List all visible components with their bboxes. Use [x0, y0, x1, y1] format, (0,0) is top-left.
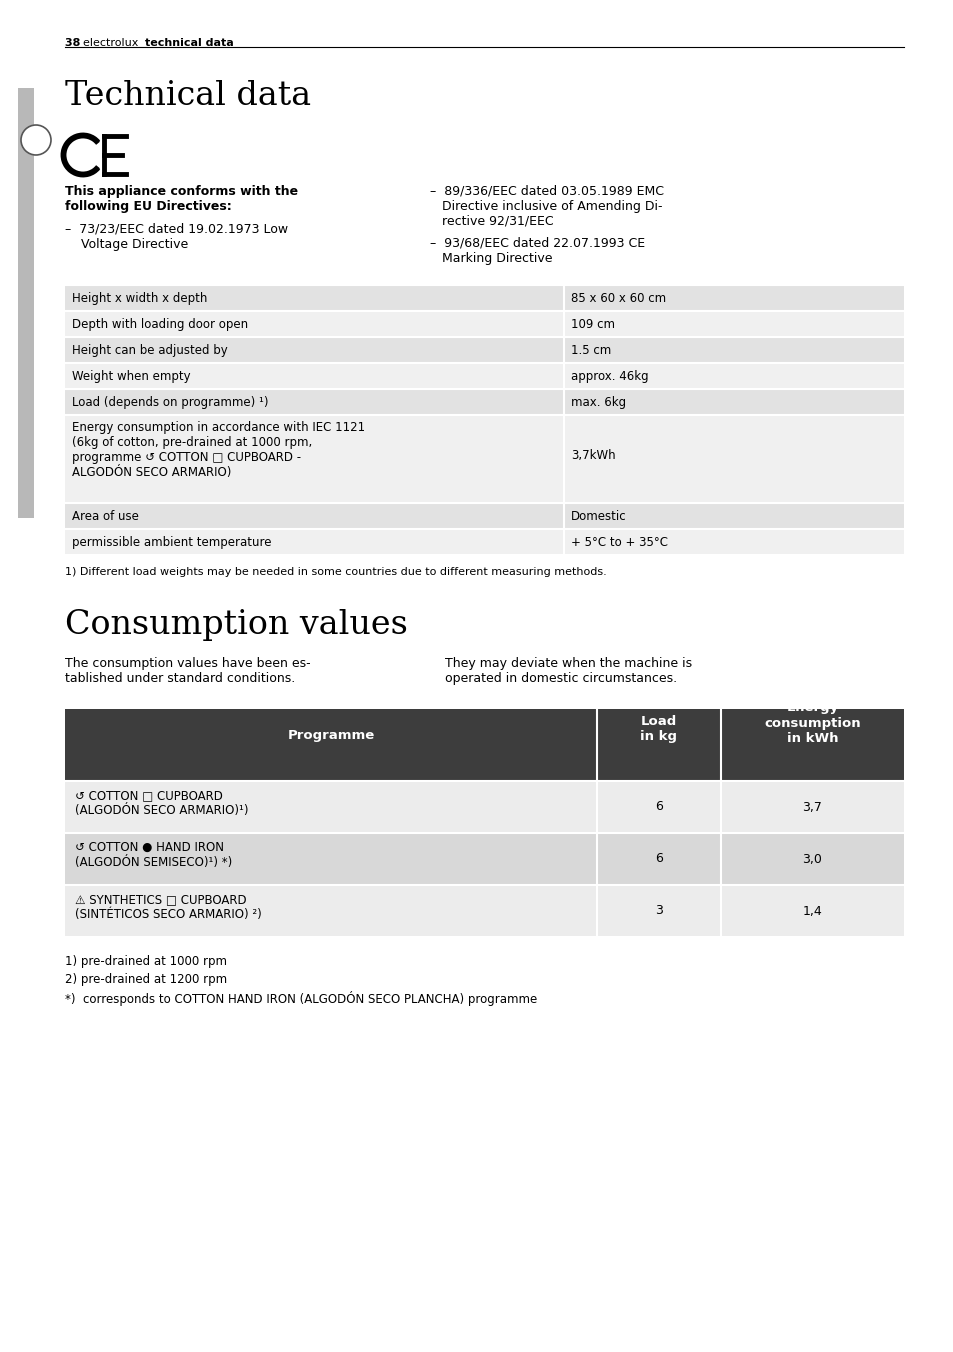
Text: The consumption values have been es-
tablished under standard conditions.: The consumption values have been es- tab…: [65, 657, 311, 685]
Text: Consumption values: Consumption values: [65, 608, 408, 641]
Text: 85 x 60 x 60 cm: 85 x 60 x 60 cm: [571, 292, 665, 306]
Text: –  93/68/EEC dated 22.07.1993 CE
   Marking Directive: – 93/68/EEC dated 22.07.1993 CE Marking …: [430, 237, 644, 265]
Text: Programme: Programme: [287, 729, 375, 741]
Bar: [65, 886, 903, 937]
Text: max. 6kg: max. 6kg: [571, 396, 625, 410]
Text: Area of use: Area of use: [71, 510, 139, 523]
Text: Height can be adjusted by: Height can be adjusted by: [71, 343, 228, 357]
Bar: [18, 88, 34, 518]
Text: 1,4: 1,4: [801, 904, 821, 918]
Text: 1.5 cm: 1.5 cm: [571, 343, 611, 357]
Text: *)  corresponds to COTTON HAND IRON (ALGODÓN SECO PLANCHA) programme: *) corresponds to COTTON HAND IRON (ALGO…: [65, 991, 537, 1006]
Text: GB: GB: [29, 134, 43, 145]
Text: 6: 6: [655, 800, 662, 814]
Bar: [65, 708, 903, 781]
Text: electrolux: electrolux: [83, 38, 142, 49]
Text: Technical data: Technical data: [65, 80, 311, 112]
Bar: [65, 389, 903, 415]
Text: ↺ COTTON ● HAND IRON
(ALGODÓN SEMISECO)¹) *): ↺ COTTON ● HAND IRON (ALGODÓN SEMISECO)¹…: [75, 841, 232, 869]
Text: 2) pre-drained at 1200 rpm: 2) pre-drained at 1200 rpm: [65, 973, 227, 986]
Text: ⚠ SYNTHETICS □ CUPBOARD
(SINTÉTICOS SECO ARMARIO) ²): ⚠ SYNTHETICS □ CUPBOARD (SINTÉTICOS SECO…: [75, 894, 261, 921]
Text: Energy consumption in accordance with IEC 1121
(6kg of cotton, pre-drained at 10: Energy consumption in accordance with IE…: [71, 420, 365, 479]
Text: 1) Different load weights may be needed in some countries due to different measu: 1) Different load weights may be needed …: [65, 566, 606, 577]
Bar: [65, 311, 903, 337]
Text: Weight when empty: Weight when empty: [71, 370, 191, 383]
Bar: [65, 529, 903, 556]
Text: technical data: technical data: [145, 38, 233, 49]
Bar: [65, 503, 903, 529]
Text: permissible ambient temperature: permissible ambient temperature: [71, 535, 272, 549]
Bar: [65, 833, 903, 886]
Text: 6: 6: [655, 853, 662, 865]
Text: –  73/23/EEC dated 19.02.1973 Low
    Voltage Directive: – 73/23/EEC dated 19.02.1973 Low Voltage…: [65, 223, 288, 251]
Text: 109 cm: 109 cm: [571, 318, 615, 331]
Bar: [65, 285, 903, 311]
Text: 3,7kWh: 3,7kWh: [571, 449, 615, 462]
Text: 3: 3: [655, 904, 662, 918]
Text: Height x width x depth: Height x width x depth: [71, 292, 207, 306]
Text: approx. 46kg: approx. 46kg: [571, 370, 648, 383]
Text: 1) pre-drained at 1000 rpm: 1) pre-drained at 1000 rpm: [65, 955, 227, 968]
Text: + 5°C to + 35°C: + 5°C to + 35°C: [571, 535, 667, 549]
Text: 3,0: 3,0: [801, 853, 821, 865]
Text: This appliance conforms with the
following EU Directives:: This appliance conforms with the followi…: [65, 185, 297, 214]
Text: Domestic: Domestic: [571, 510, 626, 523]
Bar: [65, 781, 903, 833]
Text: Energy
consumption
in kWh: Energy consumption in kWh: [763, 702, 860, 745]
Text: –  89/336/EEC dated 03.05.1989 EMC
   Directive inclusive of Amending Di-
   rec: – 89/336/EEC dated 03.05.1989 EMC Direct…: [430, 185, 663, 228]
Bar: [65, 362, 903, 389]
Text: Load (depends on programme) ¹): Load (depends on programme) ¹): [71, 396, 268, 410]
Text: Load
in kg: Load in kg: [639, 715, 677, 744]
Text: 38: 38: [65, 38, 84, 49]
Text: ↺ COTTON □ CUPBOARD
(ALGODÓN SECO ARMARIO)¹): ↺ COTTON □ CUPBOARD (ALGODÓN SECO ARMARI…: [75, 790, 248, 817]
Text: 3,7: 3,7: [801, 800, 821, 814]
Circle shape: [21, 124, 51, 155]
Text: Depth with loading door open: Depth with loading door open: [71, 318, 248, 331]
Bar: [65, 415, 903, 503]
Text: They may deviate when the machine is
operated in domestic circumstances.: They may deviate when the machine is ope…: [444, 657, 691, 685]
Bar: [65, 337, 903, 362]
